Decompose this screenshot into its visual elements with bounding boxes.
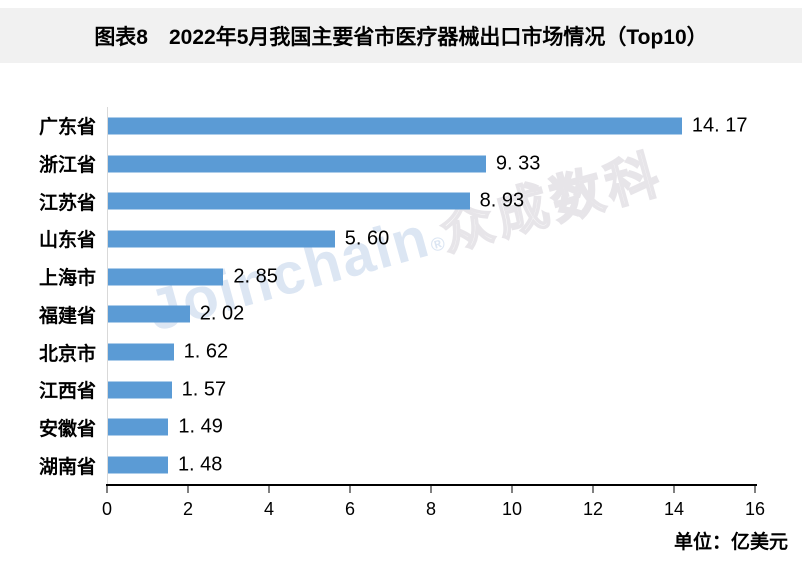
value-label: 1. 62 — [183, 340, 229, 363]
category-label: 江苏省 — [38, 192, 96, 214]
x-axis-tick-label: 8 — [425, 499, 437, 519]
x-axis-tick — [592, 486, 594, 493]
x-axis-tick — [430, 486, 432, 493]
x-axis-tick — [106, 486, 108, 493]
bar — [108, 117, 682, 135]
x-axis: 0 2 4 6 8 10 12 14 16 — [102, 486, 765, 526]
bar — [108, 456, 168, 474]
bar — [108, 155, 486, 173]
value-label: 5. 60 — [344, 227, 390, 250]
category-label: 江西省 — [38, 381, 96, 403]
value-label: 1. 48 — [177, 453, 223, 476]
x-axis-tick — [673, 486, 675, 493]
category-label: 广东省 — [38, 117, 96, 139]
value-label: 14. 17 — [691, 114, 748, 137]
x-axis-tick-label: 16 — [744, 499, 766, 519]
bar-band: 5. 60 — [108, 220, 756, 258]
bar — [108, 418, 169, 436]
x-axis-tick-label: 6 — [344, 499, 356, 519]
value-label: 1. 49 — [178, 415, 223, 438]
bar-band: 1. 48 — [108, 446, 756, 484]
x-axis-tick-label: 12 — [582, 499, 604, 519]
category-label: 安徽省 — [38, 418, 96, 440]
chart-title-bar: 图表8 2022年5月我国主要省市医疗器械出口市场情况（Top10） — [0, 8, 802, 63]
bar — [108, 305, 190, 323]
x-axis-tick — [511, 486, 513, 493]
x-axis-tick — [268, 486, 270, 493]
category-label: 浙江省 — [38, 155, 96, 177]
bar-band: 1. 49 — [108, 409, 756, 447]
bar-band: 14. 17 — [108, 107, 756, 145]
x-axis-tick — [349, 486, 351, 493]
category-label: 福建省 — [38, 305, 96, 327]
bar — [108, 343, 174, 361]
value-label: 2. 85 — [233, 265, 278, 288]
bar — [108, 268, 224, 286]
plot-area: 14. 17 9. 33 8. 93 5. 60 2. 85 2. 02 1. 62 1. 5… — [107, 107, 756, 484]
bar-band: 1. 57 — [108, 371, 756, 409]
value-label: 1. 57 — [181, 378, 227, 401]
bar — [108, 192, 470, 210]
x-axis-tick — [187, 486, 189, 493]
value-label: 9. 33 — [495, 152, 541, 175]
value-label: 8. 93 — [479, 189, 525, 212]
x-axis-tick — [754, 486, 756, 493]
category-label: 湖南省 — [38, 456, 96, 478]
bar-band: 9. 33 — [108, 145, 756, 183]
x-axis-tick-label: 14 — [663, 499, 685, 519]
x-axis-tick-label: 4 — [263, 499, 275, 519]
bar-band: 2. 85 — [108, 258, 756, 296]
chart-title: 图表8 2022年5月我国主要省市医疗器械出口市场情况（Top10） — [94, 25, 708, 49]
bar-band: 2. 02 — [108, 296, 756, 334]
x-axis-tick-label: 10 — [501, 499, 523, 519]
bar — [108, 381, 172, 399]
bar-band: 8. 93 — [108, 182, 756, 220]
category-label: 北京市 — [38, 343, 96, 365]
category-label: 上海市 — [38, 268, 96, 290]
x-axis-tick-label: 2 — [182, 499, 194, 519]
x-axis-line — [106, 484, 757, 486]
value-label: 2. 02 — [199, 302, 245, 325]
category-axis-labels: 广东省浙江省江苏省山东省上海市福建省北京市江西省安徽省湖南省 — [0, 107, 96, 484]
category-label: 山东省 — [38, 230, 96, 252]
bar-band: 1. 62 — [108, 333, 756, 371]
bar — [108, 230, 335, 248]
unit-label: 单位：亿美元 — [673, 532, 788, 553]
x-axis-tick-label: 0 — [101, 499, 113, 519]
